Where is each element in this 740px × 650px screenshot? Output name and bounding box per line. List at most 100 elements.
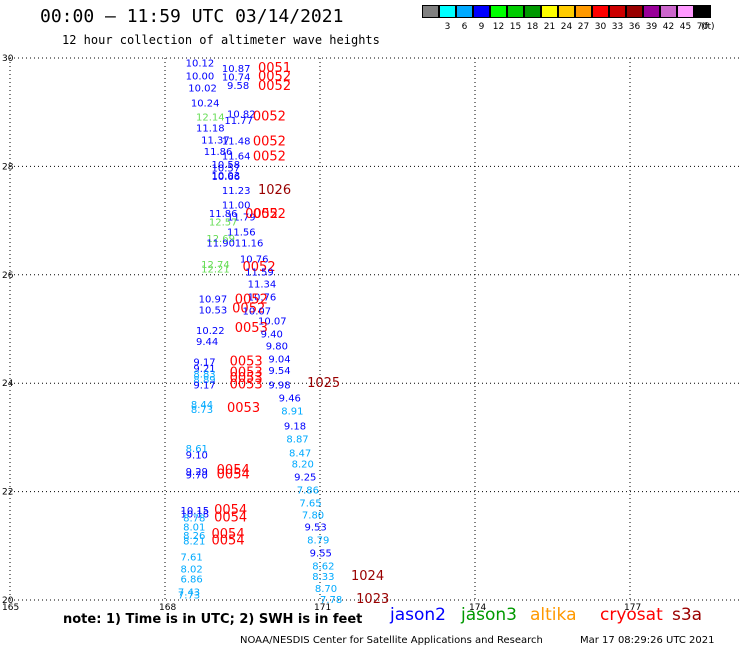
legend-swatch <box>490 5 507 18</box>
legend-swatch <box>439 5 456 18</box>
credit-line: NOAA/NESDIS Center for Satellite Applica… <box>240 635 543 646</box>
legend-label: 27 <box>577 22 590 32</box>
wave-height-label: 9.25 <box>294 472 316 483</box>
wave-height-label: 11.34 <box>248 279 277 290</box>
wave-height-label: 10.00 <box>186 71 215 82</box>
wave-height-label: 8.89 <box>193 375 215 386</box>
legend-label: 18 <box>526 22 539 32</box>
wave-height-label: 7.61 <box>181 553 203 564</box>
wave-height-label: 12.69 <box>206 234 235 245</box>
time-label: 1025 <box>307 376 340 391</box>
wave-height-label: 8.61 <box>186 444 208 455</box>
legend-unit: (ft) <box>701 22 715 32</box>
wave-height-label: 7.80 <box>302 510 324 521</box>
wave-height-label: 10.97 <box>199 295 228 306</box>
wave-height-label: 8.87 <box>286 434 308 445</box>
time-label: 0054 <box>217 463 250 478</box>
wave-height-label: 11.90 <box>206 238 235 249</box>
time-label: 0053 <box>235 321 268 336</box>
wave-height-label: 9.46 <box>279 393 301 404</box>
legend-label: 6 <box>461 22 468 32</box>
wave-height-label: 9.21 <box>193 364 215 375</box>
wave-height-label: 12.74 <box>201 260 230 271</box>
footer-note: note: 1) Time is in UTC; 2) SWH is in fe… <box>63 612 363 627</box>
satellite-jason2: jason2 <box>390 605 446 625</box>
wave-height-label: 7.43 <box>178 587 200 598</box>
chart-subtitle: 12 hour collection of altimeter wave hei… <box>62 33 380 47</box>
wave-height-label: 7.65 <box>299 498 321 509</box>
wave-height-label: 8.91 <box>281 406 303 417</box>
y-tick-label: 22 <box>2 488 13 498</box>
wave-height-label: 11.59 <box>245 268 274 279</box>
wave-height-label: 9.58 <box>227 81 249 92</box>
y-tick-label: 20 <box>2 596 14 606</box>
wave-height-label: 12.14 <box>196 113 225 124</box>
legend-label: 9 <box>478 22 485 32</box>
time-label: 0052 <box>253 110 286 125</box>
wave-height-label: 10.07 <box>243 307 272 318</box>
wave-height-label: 11.64 <box>222 152 251 163</box>
wave-height-label: 10.24 <box>191 98 220 109</box>
wave-height-label: 10.02 <box>188 83 217 94</box>
legend-swatch <box>422 5 439 18</box>
wave-height-label: 10.03 <box>212 171 241 182</box>
wave-height-label: 9.98 <box>268 380 290 391</box>
time-label: 0053 <box>230 365 263 380</box>
time-label: 0052 <box>258 69 291 84</box>
wave-height-label: 8.47 <box>289 449 311 460</box>
time-label: 0052 <box>258 79 291 94</box>
wave-height-label: 9.44 <box>196 337 218 348</box>
time-label: 1026 <box>258 183 291 198</box>
satellite-s3a: s3a <box>672 605 703 625</box>
wave-height-label: 10.82 <box>227 109 256 120</box>
legend-label: 15 <box>509 22 522 32</box>
legend-label: 39 <box>645 22 658 32</box>
time-label: 0052 <box>235 293 268 308</box>
y-tick-label: 24 <box>2 379 14 389</box>
satellite-jason3: jason3 <box>461 605 517 625</box>
wave-height-label: 8.73 <box>191 405 213 416</box>
wave-height-label: 7.86 <box>297 485 319 496</box>
wave-height-label: 9.54 <box>268 366 290 377</box>
time-label: 0053 <box>230 377 263 392</box>
legend-label: 42 <box>662 22 675 32</box>
wave-height-label: 9.70 <box>186 470 208 481</box>
wave-height-label: 9.40 <box>261 329 283 340</box>
legend-swatch <box>524 5 541 18</box>
time-label: 0052 <box>245 207 278 222</box>
time-label: 0053 <box>230 355 263 370</box>
wave-height-label: 9.55 <box>310 548 332 559</box>
legend-label: 24 <box>560 22 573 32</box>
wave-height-label: 9.29 <box>186 467 208 478</box>
legend-label: 30 <box>594 22 607 32</box>
y-tick-label: 30 <box>2 54 14 64</box>
wave-height-label: 11.00 <box>222 200 251 211</box>
legend-swatch <box>575 5 592 18</box>
wave-height-label: 8.78 <box>183 514 205 525</box>
time-label: 0054 <box>212 533 245 548</box>
wave-height-label: 8.20 <box>292 459 314 470</box>
legend-swatch <box>473 5 490 18</box>
wave-height-label: 10.22 <box>196 326 225 337</box>
time-label: 0054 <box>217 467 250 482</box>
wave-height-label: 8.44 <box>191 400 213 411</box>
time-label: 0051 <box>258 61 291 76</box>
wave-height-label: 7.73 <box>178 591 200 602</box>
wave-height-label: 9.17 <box>193 380 215 391</box>
satellite-altika: altika <box>530 605 577 625</box>
legend-swatch <box>507 5 524 18</box>
time-label: 0054 <box>212 527 245 542</box>
wave-height-label: 8.79 <box>307 535 329 546</box>
legend-label: 36 <box>628 22 641 32</box>
wave-height-label: 9.18 <box>284 421 306 432</box>
wave-height-label: 8.83 <box>193 369 215 380</box>
time-label: 0052 <box>253 207 286 222</box>
time-label: 0052 <box>253 150 286 165</box>
wave-height-label: 11.56 <box>227 227 256 238</box>
time-label: 0053 <box>230 371 263 386</box>
legend-label: 45 <box>679 22 692 32</box>
wave-height-label: 11.86 <box>209 209 238 220</box>
wave-height-label: 11.16 <box>235 238 264 249</box>
wave-height-label: 11.86 <box>204 147 233 158</box>
wave-height-label: 11.48 <box>222 136 251 147</box>
